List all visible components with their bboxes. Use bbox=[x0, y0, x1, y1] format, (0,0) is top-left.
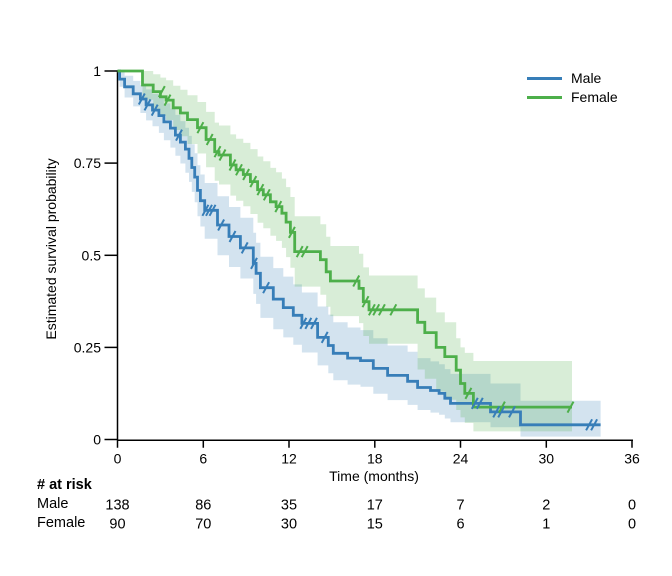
x-tick-label: 0 bbox=[114, 451, 122, 467]
x-tick-label: 36 bbox=[624, 451, 640, 467]
y-tick-label: 0.5 bbox=[82, 247, 102, 263]
risk-row-counts-male: 138 86 35 17 7 2 0 bbox=[105, 498, 636, 514]
x-axis: 0 6 12 18 24 30 36 bbox=[114, 439, 640, 467]
risk-count: 1 bbox=[542, 517, 550, 533]
risk-count: 30 bbox=[281, 517, 297, 533]
male-ci-band bbox=[117, 71, 601, 437]
y-axis-title: Estimated survival probability bbox=[43, 158, 59, 340]
risk-table-header: # at risk bbox=[37, 477, 92, 493]
risk-count: 15 bbox=[367, 517, 383, 533]
risk-row-label-male: Male bbox=[37, 496, 69, 512]
legend-line-male bbox=[527, 77, 562, 81]
legend-line-female bbox=[527, 96, 562, 100]
risk-count: 6 bbox=[456, 517, 464, 533]
x-axis-title: Time (months) bbox=[329, 468, 419, 484]
y-axis: 0 0.25 0.5 0.75 1 bbox=[74, 63, 119, 448]
risk-count: 7 bbox=[456, 498, 464, 514]
y-tick-label: 0.25 bbox=[74, 339, 101, 355]
male-censor-marks bbox=[137, 93, 598, 431]
risk-row-label-female: Female bbox=[37, 515, 86, 531]
y-tick-label: 1 bbox=[93, 63, 101, 79]
x-tick-label: 6 bbox=[199, 451, 207, 467]
risk-count: 0 bbox=[628, 517, 636, 533]
risk-count: 86 bbox=[195, 498, 211, 514]
risk-count: 90 bbox=[109, 517, 125, 533]
male-survival-curve bbox=[117, 69, 601, 427]
risk-count: 138 bbox=[105, 498, 129, 514]
x-tick-label: 18 bbox=[367, 451, 383, 467]
risk-count: 0 bbox=[628, 498, 636, 514]
y-tick-label: 0 bbox=[93, 432, 101, 448]
risk-count: 2 bbox=[542, 498, 550, 514]
risk-count: 35 bbox=[281, 498, 297, 514]
female-censor-marks bbox=[157, 85, 575, 414]
x-tick-label: 24 bbox=[453, 451, 469, 467]
risk-row-counts-female: 90 70 30 15 6 1 0 bbox=[109, 517, 636, 533]
legend-label-male: Male bbox=[571, 70, 602, 86]
x-tick-label: 12 bbox=[281, 451, 297, 467]
female-survival-curve bbox=[117, 69, 572, 409]
x-tick-label: 30 bbox=[539, 451, 555, 467]
legend-label-female: Female bbox=[571, 89, 618, 105]
y-tick-label: 0.75 bbox=[74, 155, 101, 171]
risk-count: 70 bbox=[195, 517, 211, 533]
risk-count: 17 bbox=[367, 498, 383, 514]
